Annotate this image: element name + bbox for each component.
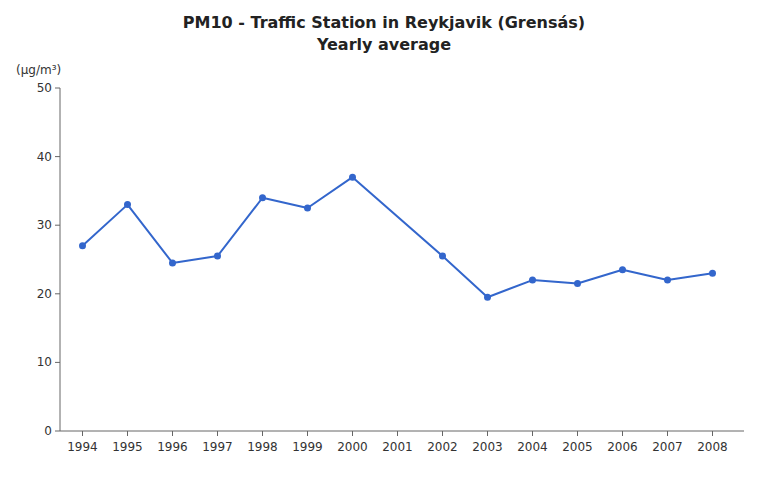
data-point: [79, 242, 86, 249]
title: PM10 - Traffic Station in Reykjavik (Gre…: [183, 13, 585, 32]
x-tick-label: 2003: [472, 440, 503, 454]
x-tick-label: 2006: [607, 440, 638, 454]
data-point: [529, 277, 536, 284]
x-tick: [577, 431, 578, 436]
x-tick-label: 2007: [652, 440, 683, 454]
x-tick: [667, 431, 668, 436]
x-tick-label: 2005: [562, 440, 593, 454]
x-tick: [307, 431, 308, 436]
y-axis-label: (µg/m³): [16, 63, 61, 77]
data-point: [124, 201, 131, 208]
x-tick-label: 2001: [382, 440, 413, 454]
y-tick-label: 20: [37, 287, 52, 301]
y-tick: [55, 431, 60, 432]
x-tick-label: 1994: [67, 440, 98, 454]
x-tick-label: 2008: [697, 440, 728, 454]
x-tick: [217, 431, 218, 436]
y-tick-label: 50: [37, 81, 52, 95]
data-point: [304, 205, 311, 212]
data-point: [574, 280, 581, 287]
data-point: [214, 253, 221, 260]
y-tick: [55, 156, 60, 157]
x-tick: [262, 431, 263, 436]
y-tick-label: 30: [37, 218, 52, 232]
x-tick: [397, 431, 398, 436]
y-tick-label: 40: [37, 150, 52, 164]
x-tick-label: 2004: [517, 440, 548, 454]
y-tick: [55, 225, 60, 226]
x-axis-line: [60, 431, 744, 432]
x-tick: [352, 431, 353, 436]
x-tick-label: 2000: [337, 440, 368, 454]
x-tick-label: 1999: [292, 440, 323, 454]
y-tick: [55, 88, 60, 89]
data-point: [349, 174, 356, 181]
x-tick-label: 2002: [427, 440, 458, 454]
x-tick-label: 1997: [202, 440, 233, 454]
y-axis-line: [60, 88, 61, 431]
data-point: [169, 259, 176, 266]
x-tick: [172, 431, 173, 436]
data-point: [259, 194, 266, 201]
plot-area: [79, 174, 716, 301]
x-tick-label: 1995: [112, 440, 143, 454]
x-tick: [532, 431, 533, 436]
data-point: [484, 294, 491, 301]
data-point: [619, 266, 626, 273]
x-tick-label: 1998: [247, 440, 278, 454]
data-point: [709, 270, 716, 277]
x-tick-label: 1996: [157, 440, 188, 454]
x-tick: [82, 431, 83, 436]
y-tick-label: 0: [44, 424, 52, 438]
x-tick: [442, 431, 443, 436]
data-point: [664, 277, 671, 284]
chart-container: PM10 - Traffic Station in Reykjavik (Gre…: [0, 0, 768, 479]
y-tick: [55, 293, 60, 294]
subtitle: Yearly average: [316, 35, 451, 54]
data-line: [83, 177, 713, 297]
x-tick: [622, 431, 623, 436]
x-tick: [487, 431, 488, 436]
y-tick-label: 10: [37, 355, 52, 369]
x-tick: [127, 431, 128, 436]
x-tick: [712, 431, 713, 436]
y-tick: [55, 362, 60, 363]
chart: PM10 - Traffic Station in Reykjavik (Gre…: [0, 0, 768, 479]
data-point: [439, 253, 446, 260]
